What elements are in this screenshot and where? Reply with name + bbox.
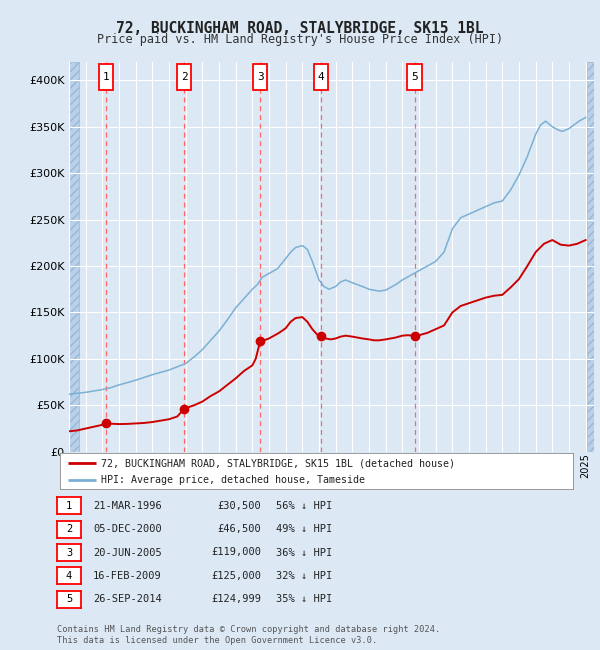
Text: 2: 2 xyxy=(66,524,72,534)
Text: 72, BUCKINGHAM ROAD, STALYBRIDGE, SK15 1BL: 72, BUCKINGHAM ROAD, STALYBRIDGE, SK15 1… xyxy=(116,21,484,36)
FancyBboxPatch shape xyxy=(177,64,191,90)
Text: 72, BUCKINGHAM ROAD, STALYBRIDGE, SK15 1BL (detached house): 72, BUCKINGHAM ROAD, STALYBRIDGE, SK15 1… xyxy=(101,458,455,468)
Text: 5: 5 xyxy=(66,594,72,604)
Text: 32% ↓ HPI: 32% ↓ HPI xyxy=(276,571,332,581)
FancyBboxPatch shape xyxy=(314,64,328,90)
Text: 3: 3 xyxy=(66,547,72,558)
Text: 49% ↓ HPI: 49% ↓ HPI xyxy=(276,524,332,534)
Text: HPI: Average price, detached house, Tameside: HPI: Average price, detached house, Tame… xyxy=(101,475,365,485)
FancyBboxPatch shape xyxy=(99,64,113,90)
Text: £46,500: £46,500 xyxy=(217,524,261,534)
FancyBboxPatch shape xyxy=(253,64,267,90)
Text: 36% ↓ HPI: 36% ↓ HPI xyxy=(276,547,332,558)
Text: 20-JUN-2005: 20-JUN-2005 xyxy=(93,547,162,558)
Text: 4: 4 xyxy=(66,571,72,581)
Text: £125,000: £125,000 xyxy=(211,571,261,581)
Text: 56% ↓ HPI: 56% ↓ HPI xyxy=(276,500,332,511)
Text: 1: 1 xyxy=(66,500,72,511)
Text: 16-FEB-2009: 16-FEB-2009 xyxy=(93,571,162,581)
Text: 2: 2 xyxy=(181,72,188,82)
Text: £119,000: £119,000 xyxy=(211,547,261,558)
Text: 26-SEP-2014: 26-SEP-2014 xyxy=(93,594,162,604)
Text: £30,500: £30,500 xyxy=(217,500,261,511)
Text: 21-MAR-1996: 21-MAR-1996 xyxy=(93,500,162,511)
Text: 4: 4 xyxy=(317,72,325,82)
Text: £124,999: £124,999 xyxy=(211,594,261,604)
Text: 35% ↓ HPI: 35% ↓ HPI xyxy=(276,594,332,604)
Text: 5: 5 xyxy=(411,72,418,82)
Text: 05-DEC-2000: 05-DEC-2000 xyxy=(93,524,162,534)
Text: Contains HM Land Registry data © Crown copyright and database right 2024.
This d: Contains HM Land Registry data © Crown c… xyxy=(57,625,440,645)
Text: Price paid vs. HM Land Registry's House Price Index (HPI): Price paid vs. HM Land Registry's House … xyxy=(97,33,503,46)
Text: 3: 3 xyxy=(257,72,263,82)
FancyBboxPatch shape xyxy=(407,64,422,90)
Text: 1: 1 xyxy=(103,72,109,82)
